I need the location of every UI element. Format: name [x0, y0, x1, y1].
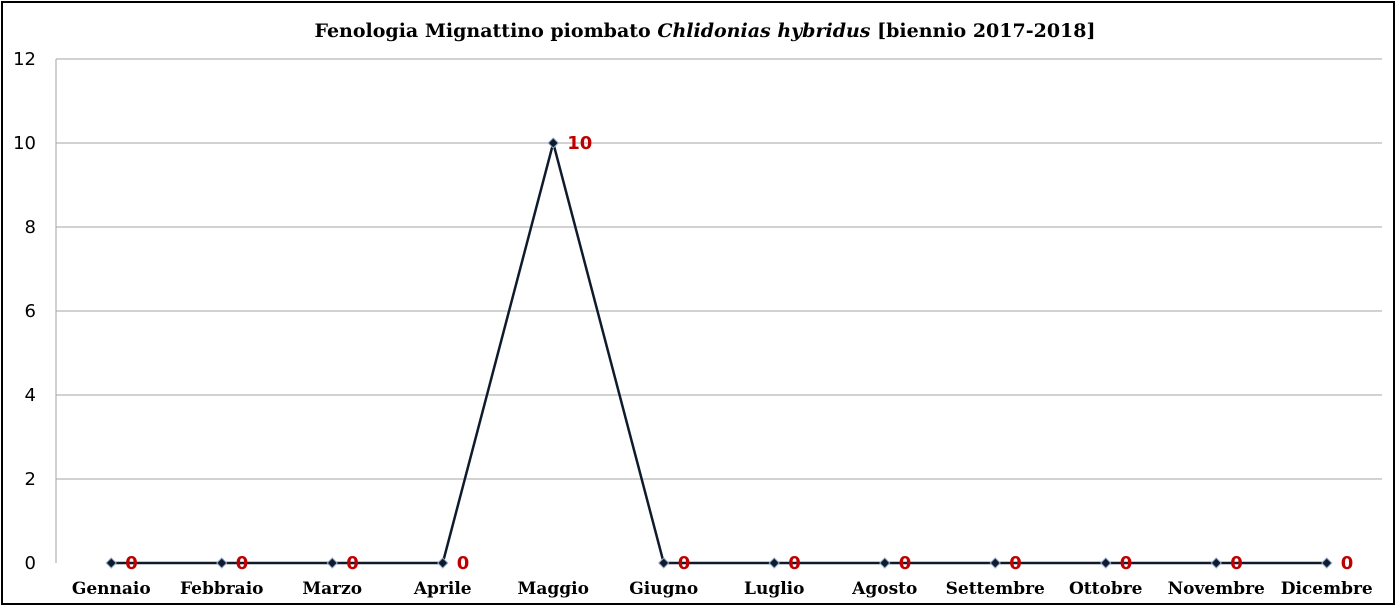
data-point	[216, 557, 228, 569]
data-point	[326, 557, 338, 569]
data-point	[1100, 557, 1112, 569]
x-tick-label: Ottobre	[1069, 579, 1143, 599]
data-point	[1210, 557, 1222, 569]
y-tick-label: 0	[25, 553, 36, 574]
x-tick-label: Aprile	[413, 579, 472, 599]
data-label: 0	[899, 553, 912, 574]
x-tick-label: Settembre	[946, 579, 1045, 599]
y-tick-label: 2	[25, 469, 36, 490]
chart-title: Fenologia Mignattino piombato Chlidonias…	[0, 20, 1400, 42]
y-tick-label: 6	[25, 301, 36, 322]
x-tick-label: Luglio	[744, 579, 804, 599]
x-tick-label: Marzo	[302, 579, 362, 599]
data-label: 10	[567, 133, 592, 154]
data-label: 0	[125, 553, 138, 574]
data-label: 0	[678, 553, 691, 574]
y-tick-label: 4	[25, 385, 36, 406]
data-point	[658, 557, 670, 569]
y-tick-label: 8	[25, 217, 36, 238]
x-tick-label: Giugno	[629, 579, 698, 599]
title-prefix: Fenologia Mignattino piombato	[314, 20, 658, 42]
data-point	[768, 557, 780, 569]
data-point	[105, 557, 117, 569]
data-label: 0	[788, 553, 801, 574]
title-suffix: [biennio 2017-2018]	[870, 20, 1096, 42]
data-label: 0	[457, 553, 470, 574]
y-tick-label: 12	[13, 49, 36, 70]
x-tick-label: Gennaio	[72, 579, 151, 599]
data-point	[547, 137, 559, 149]
x-tick-label: Novembre	[1168, 579, 1265, 599]
title-species: Chlidonias hybridus	[657, 20, 871, 42]
data-label: 0	[1120, 553, 1133, 574]
data-point	[879, 557, 891, 569]
x-tick-label: Febbraio	[180, 579, 264, 599]
data-label: 0	[1341, 553, 1354, 574]
data-point	[989, 557, 1001, 569]
data-label: 0	[346, 553, 359, 574]
data-label: 0	[1230, 553, 1243, 574]
x-tick-label: Dicembre	[1281, 579, 1373, 599]
data-label: 0	[1009, 553, 1022, 574]
x-tick-label: Agosto	[851, 579, 917, 599]
x-tick-label: Maggio	[518, 579, 589, 599]
series-line	[111, 138, 1327, 565]
data-point	[1321, 557, 1333, 569]
data-label: 0	[236, 553, 249, 574]
y-tick-label: 10	[13, 133, 36, 154]
data-point	[437, 557, 449, 569]
